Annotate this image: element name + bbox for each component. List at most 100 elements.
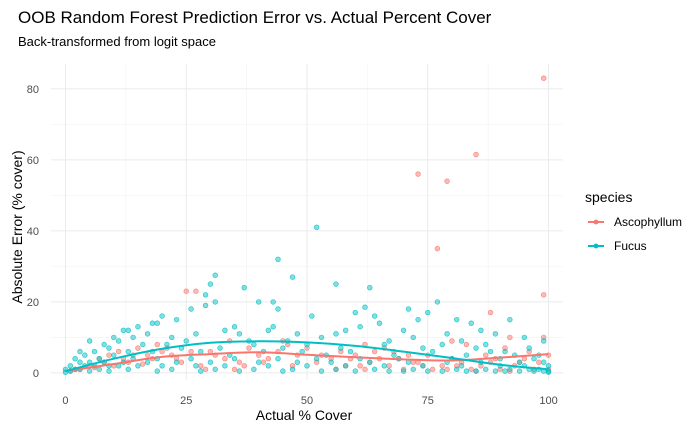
legend-label-ascophyllum: Ascophyllum <box>614 215 682 229</box>
point-ascophyllum <box>473 151 479 158</box>
point-fucus <box>352 368 359 374</box>
point-fucus <box>231 324 238 330</box>
point-fucus <box>458 363 465 369</box>
point-fucus <box>202 292 209 298</box>
point-fucus <box>212 272 218 278</box>
point-fucus <box>313 224 320 231</box>
point-fucus <box>120 327 127 333</box>
point-fucus <box>318 334 325 341</box>
point-fucus <box>540 338 547 344</box>
point-fucus <box>289 366 296 373</box>
point-fucus <box>507 316 513 323</box>
point-fucus <box>265 363 272 369</box>
point-ascophyllum <box>231 366 238 373</box>
point-fucus <box>280 368 286 374</box>
point-fucus <box>115 338 122 344</box>
point-fucus <box>280 345 286 351</box>
point-fucus <box>415 316 421 323</box>
x-tick-label: 25 <box>180 395 192 407</box>
point-fucus <box>91 348 98 355</box>
point-ascophyllum <box>188 348 194 355</box>
point-fucus <box>96 355 103 362</box>
point-ascophyllum <box>241 363 247 369</box>
point-ascophyllum <box>106 352 112 358</box>
point-fucus <box>487 348 494 355</box>
legend-key-point-ascophyllum <box>593 219 599 225</box>
point-fucus <box>183 338 189 344</box>
point-fucus <box>135 324 141 330</box>
point-fucus <box>173 316 180 323</box>
point-fucus <box>367 284 373 291</box>
point-ascophyllum <box>154 341 160 348</box>
point-ascophyllum <box>540 75 547 81</box>
point-ascophyllum <box>198 363 204 369</box>
point-fucus <box>420 363 426 369</box>
point-fucus <box>222 327 228 333</box>
point-fucus <box>439 368 445 374</box>
point-fucus <box>352 309 359 316</box>
point-fucus <box>444 331 450 337</box>
point-fucus <box>371 366 378 373</box>
point-fucus <box>86 368 93 374</box>
point-ascophyllum <box>540 292 547 298</box>
point-fucus <box>410 366 416 373</box>
point-ascophyllum <box>144 352 151 358</box>
point-fucus <box>425 309 431 316</box>
point-fucus <box>294 331 301 337</box>
y-tick-label: 60 <box>27 155 39 167</box>
chart-title: OOB Random Forest Prediction Error vs. A… <box>18 8 492 27</box>
point-fucus <box>531 355 537 362</box>
point-ascophyllum <box>405 352 412 358</box>
point-fucus <box>169 334 175 341</box>
point-fucus <box>309 313 315 319</box>
legend-title: species <box>585 189 632 205</box>
point-fucus <box>106 345 112 351</box>
point-fucus <box>125 327 131 333</box>
y-tick-label: 40 <box>27 226 39 238</box>
point-fucus <box>367 359 373 365</box>
y-tick-label: 20 <box>27 297 39 309</box>
point-fucus <box>154 320 160 326</box>
point-fucus <box>164 341 170 348</box>
point-ascophyllum <box>202 366 209 373</box>
point-fucus <box>386 368 392 374</box>
point-ascophyllum <box>265 355 272 362</box>
point-ascophyllum <box>357 363 363 369</box>
point-fucus <box>454 366 460 373</box>
point-fucus <box>502 368 508 374</box>
point-ascophyllum <box>115 348 122 355</box>
point-fucus <box>255 299 262 305</box>
point-fucus <box>381 363 387 369</box>
x-axis-title: Actual % Cover <box>256 407 353 423</box>
point-ascophyllum <box>444 366 450 373</box>
point-fucus <box>492 368 499 374</box>
point-ascophyllum <box>178 359 185 365</box>
point-fucus <box>400 327 407 333</box>
x-tick-label: 100 <box>539 395 557 407</box>
point-fucus <box>188 355 194 362</box>
point-fucus <box>111 352 117 358</box>
point-ascophyllum <box>371 348 378 355</box>
point-fucus <box>159 313 165 319</box>
point-fucus <box>169 366 175 373</box>
point-fucus <box>72 355 78 362</box>
point-fucus <box>342 363 349 369</box>
point-fucus <box>362 304 368 310</box>
point-fucus <box>86 338 93 344</box>
point-fucus <box>236 331 243 337</box>
point-fucus <box>545 369 552 375</box>
point-fucus <box>270 324 276 330</box>
point-fucus <box>425 368 431 374</box>
point-ascophyllum <box>444 178 450 184</box>
point-fucus <box>540 359 547 365</box>
x-tick-label: 50 <box>301 395 313 407</box>
point-fucus <box>429 348 436 355</box>
point-fucus <box>67 363 74 369</box>
point-ascophyllum <box>487 309 494 316</box>
point-fucus <box>342 327 349 333</box>
point-ascophyllum <box>386 363 392 369</box>
point-fucus <box>217 345 223 351</box>
point-ascophyllum <box>246 345 252 351</box>
y-axis-title: Absolute Error (% cover) <box>9 150 25 303</box>
point-fucus <box>333 281 339 287</box>
